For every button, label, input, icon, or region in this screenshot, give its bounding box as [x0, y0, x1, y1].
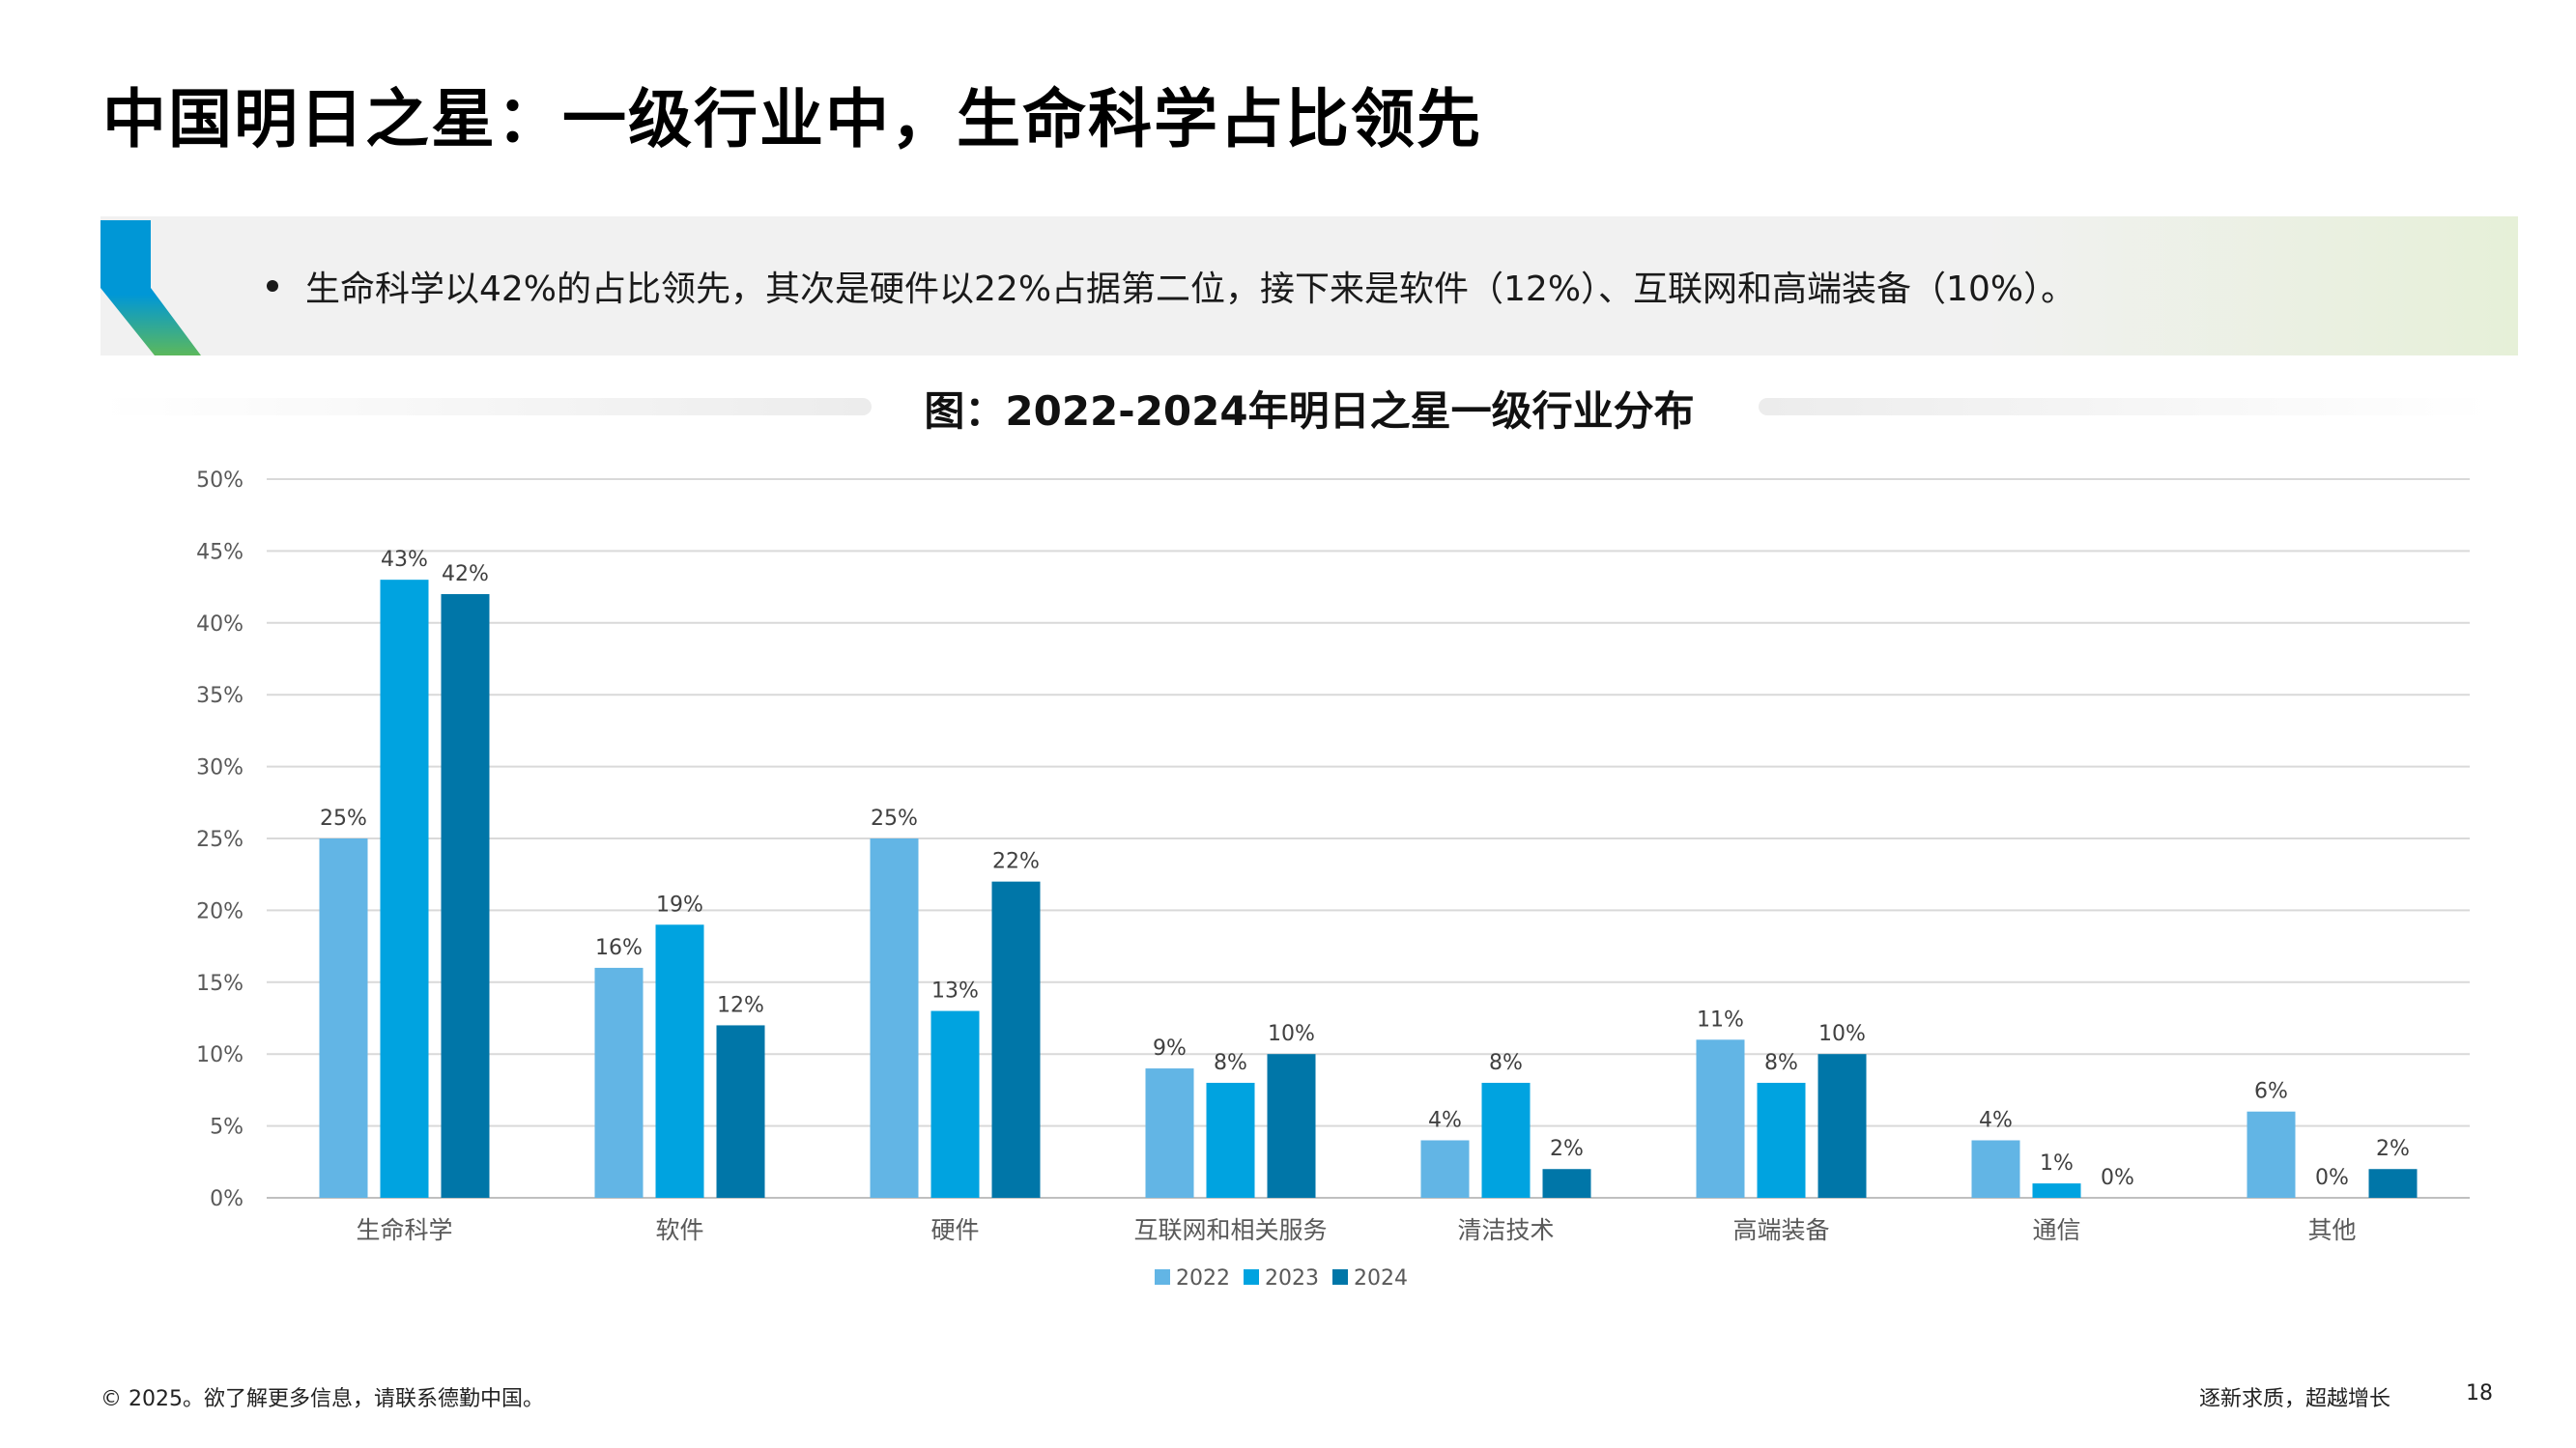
- y-tick-label: 40%: [196, 612, 243, 637]
- banner-accent-shape: [100, 220, 201, 355]
- data-label: 19%: [656, 893, 703, 917]
- bar-2023: [1481, 1082, 1531, 1198]
- data-label: 22%: [992, 850, 1040, 874]
- y-tick-label: 30%: [196, 756, 243, 781]
- bar-2022: [1696, 1039, 1745, 1198]
- bar-2022: [319, 838, 368, 1198]
- bar-2022: [870, 838, 919, 1198]
- legend-label: 2022: [1176, 1266, 1230, 1291]
- bar-2024: [1542, 1169, 1591, 1198]
- bar-2024: [991, 881, 1041, 1198]
- bullet-dot: [267, 280, 278, 292]
- data-label: 8%: [1764, 1051, 1798, 1075]
- data-label: 0%: [2101, 1166, 2134, 1190]
- data-label: 2%: [2376, 1137, 2410, 1161]
- x-tick-label: 硬件: [930, 1216, 979, 1244]
- y-tick-label: 45%: [196, 540, 243, 564]
- data-label: 8%: [1214, 1051, 1247, 1075]
- title-decor-right: [1759, 398, 2491, 415]
- data-label: 25%: [320, 807, 367, 831]
- data-label: 25%: [871, 807, 918, 831]
- chart-title-row: 图：2022-2024年明日之星一级行业分布: [100, 379, 2518, 437]
- x-tick-label: 互联网和相关服务: [1133, 1216, 1327, 1244]
- data-label: 8%: [1489, 1051, 1523, 1075]
- bar-2023: [655, 924, 704, 1198]
- y-tick-label: 50%: [196, 468, 243, 493]
- x-tick-label: 通信: [2032, 1216, 2080, 1244]
- bar-2023: [2032, 1183, 2081, 1198]
- y-tick-label: 5%: [210, 1116, 243, 1140]
- bar-2022: [2247, 1111, 2296, 1198]
- y-tick-label: 10%: [196, 1043, 243, 1067]
- bar-2022: [594, 967, 644, 1198]
- data-label: 42%: [442, 562, 489, 586]
- bar-2022: [1420, 1140, 1470, 1198]
- bar-2022: [1145, 1068, 1194, 1198]
- bar-2022: [1971, 1140, 2020, 1198]
- bar-chart: 0% 5% 10% 15% 20% 25% 30% 35% 40% 45% 50% 25% 43% 42%…: [196, 468, 2470, 1291]
- footer-slogan: 逐新求质，超越增长: [2199, 1387, 2391, 1411]
- bar-2024: [1267, 1054, 1316, 1198]
- footer-copyright: © 2025。欲了解更多信息，请联系德勤中国。: [100, 1387, 544, 1411]
- data-label: 4%: [1428, 1108, 1462, 1132]
- bar-2024: [2368, 1169, 2418, 1198]
- bar-2023: [380, 580, 429, 1198]
- data-label: 0%: [2315, 1166, 2349, 1190]
- y-tick-label: 15%: [196, 972, 243, 996]
- x-tick-label: 清洁技术: [1457, 1216, 1554, 1244]
- y-tick-label: 35%: [196, 684, 243, 708]
- data-label: 1%: [2040, 1151, 2074, 1176]
- x-tick-label: 软件: [655, 1216, 703, 1244]
- bar-2024: [1818, 1054, 1867, 1198]
- summary-bullet: 生命科学以42%的占比领先，其次是硬件以22%占据第二位，接下来是软件（12%）…: [267, 261, 2075, 311]
- legend-label: 2024: [1354, 1266, 1408, 1291]
- x-tick-label: 高端装备: [1732, 1216, 1829, 1244]
- bar-2024: [716, 1025, 765, 1198]
- summary-banner: [100, 216, 2518, 355]
- summary-text: 生命科学以42%的占比领先，其次是硬件以22%占据第二位，接下来是软件（12%）…: [305, 270, 2076, 309]
- page-title: 中国明日之星：一级行业中，生命科学占比领先: [102, 82, 1482, 156]
- title-decor-left: [100, 398, 872, 415]
- x-tick-label: 生命科学: [356, 1216, 452, 1244]
- data-label: 16%: [595, 936, 643, 960]
- data-label: 10%: [1268, 1022, 1315, 1046]
- data-label: 12%: [717, 993, 764, 1017]
- legend-label: 2023: [1265, 1266, 1319, 1291]
- legend-swatch: [1332, 1269, 1348, 1285]
- bar-2023: [1206, 1082, 1255, 1198]
- page-number: 18: [2466, 1381, 2493, 1405]
- legend-swatch: [1244, 1269, 1259, 1285]
- bar-2024: [441, 594, 490, 1198]
- data-label: 9%: [1153, 1036, 1187, 1061]
- x-tick-label: 其他: [2307, 1216, 2356, 1244]
- y-tick-label: 25%: [196, 828, 243, 852]
- data-label: 11%: [1697, 1008, 1744, 1032]
- data-label: 13%: [931, 980, 979, 1004]
- legend-swatch: [1155, 1269, 1170, 1285]
- y-tick-label: 0%: [210, 1187, 243, 1211]
- data-label: 10%: [1818, 1022, 1866, 1046]
- data-label: 6%: [2254, 1080, 2288, 1104]
- data-label: 4%: [1979, 1108, 2013, 1132]
- bar-2023: [930, 1010, 980, 1198]
- chart-title: 图：2022-2024年明日之星一级行业分布: [924, 387, 1695, 435]
- data-label: 2%: [1550, 1137, 1584, 1161]
- y-tick-label: 20%: [196, 899, 243, 923]
- data-label: 43%: [381, 548, 428, 572]
- bar-2023: [1757, 1082, 1806, 1198]
